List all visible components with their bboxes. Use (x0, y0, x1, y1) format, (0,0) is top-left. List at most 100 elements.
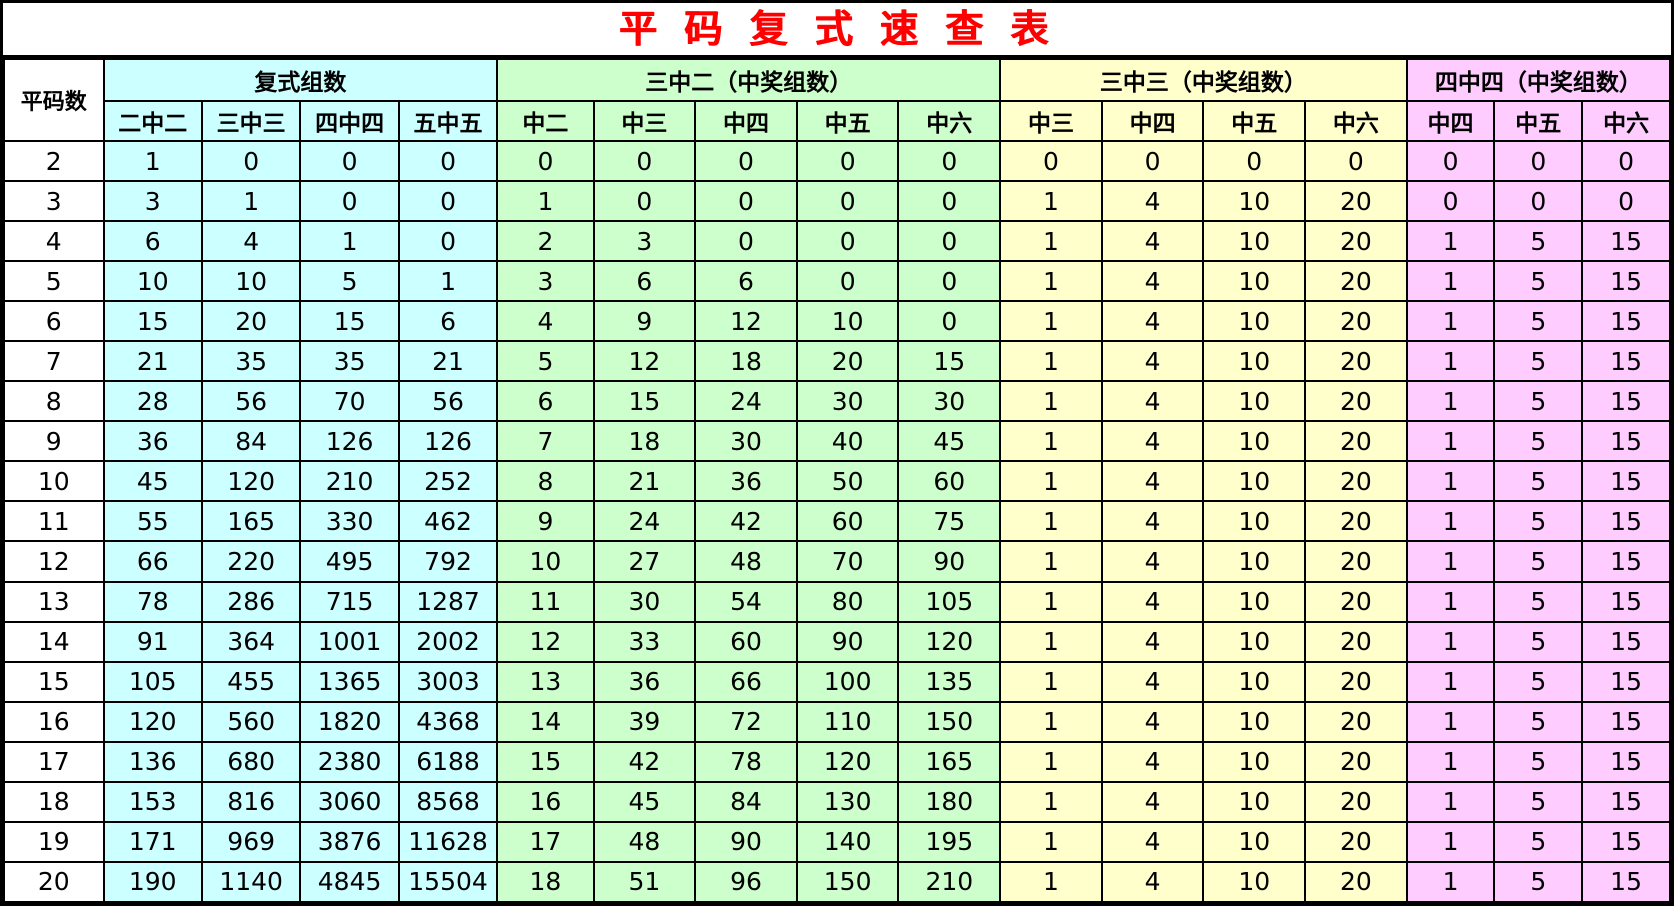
data-cell: 5 (1493, 780, 1584, 823)
data-cell: 15 (1581, 420, 1671, 463)
data-cell: 0 (1581, 139, 1671, 183)
group-fushi-header: 复式组数 (102, 58, 499, 102)
data-cell: 10 (1202, 820, 1307, 863)
data-cell: 45 (897, 420, 1002, 463)
data-cell: 5 (1493, 300, 1584, 343)
data-cell: 66 (102, 540, 203, 583)
row-label-cell: 20 (3, 860, 105, 904)
table-row: 16 120 560 1820 4368 14 39 72 110 150 1 4 10 20 1 5 15 (3, 700, 1671, 743)
data-cell: 4 (1100, 580, 1205, 623)
data-cell: 36 (694, 460, 798, 503)
data-cell: 6 (694, 260, 798, 303)
row-label-cell: 7 (3, 340, 105, 383)
data-cell: 10 (1202, 340, 1307, 383)
data-cell: 1 (999, 780, 1103, 823)
data-cell: 15 (1581, 220, 1671, 263)
data-cell: 51 (592, 860, 697, 904)
data-cell: 1 (999, 860, 1103, 904)
data-cell: 195 (897, 820, 1002, 863)
data-cell: 4 (1100, 300, 1205, 343)
data-cell: 14 (496, 700, 595, 743)
page-title: 平 码 复 式 速 查 表 (618, 7, 1056, 51)
data-cell: 1 (200, 180, 302, 223)
data-cell: 0 (1304, 139, 1408, 183)
data-cell: 0 (299, 180, 400, 223)
row-label-cell: 9 (3, 420, 105, 463)
data-cell: 20 (200, 300, 302, 343)
data-cell: 1001 (299, 620, 400, 663)
data-cell: 10 (496, 540, 595, 583)
data-cell: 0 (795, 260, 900, 303)
data-cell: 15504 (397, 860, 499, 904)
table-row: 17 136 680 2380 6188 15 42 78 120 165 1 4 10 20 1 5 15 (3, 740, 1671, 783)
data-cell: 18 (694, 340, 798, 383)
data-cell: 15 (1581, 860, 1671, 904)
data-cell: 5 (1493, 460, 1584, 503)
data-cell: 15 (299, 300, 400, 343)
data-cell: 15 (1581, 260, 1671, 303)
data-cell: 11628 (397, 820, 499, 863)
data-cell: 10 (1202, 500, 1307, 543)
data-cell: 20 (1304, 860, 1408, 904)
data-cell: 120 (102, 700, 203, 743)
data-cell: 20 (1304, 300, 1408, 343)
data-cell: 0 (897, 180, 1002, 223)
data-cell: 78 (694, 740, 798, 783)
data-cell: 1 (1405, 380, 1496, 423)
row-label-cell: 4 (3, 220, 105, 263)
data-cell: 0 (1405, 139, 1496, 183)
data-cell: 1 (999, 540, 1103, 583)
row-label-header: 平码数 (3, 58, 105, 142)
data-cell: 10 (1202, 300, 1307, 343)
data-cell: 42 (694, 500, 798, 543)
data-cell: 10 (1202, 660, 1307, 703)
data-cell: 0 (592, 180, 697, 223)
data-cell: 45 (102, 460, 203, 503)
data-cell: 1 (1405, 820, 1496, 863)
data-cell: 6 (592, 260, 697, 303)
data-cell: 0 (897, 300, 1002, 343)
data-cell: 5 (1493, 660, 1584, 703)
data-cell: 15 (496, 740, 595, 783)
row-label-cell: 11 (3, 500, 105, 543)
data-cell: 5 (1493, 820, 1584, 863)
row-label-cell: 18 (3, 780, 105, 823)
data-cell: 10 (1202, 260, 1307, 303)
data-cell: 12 (694, 300, 798, 343)
data-cell: 0 (397, 180, 499, 223)
data-cell: 5 (496, 340, 595, 383)
table-row: 5 10 10 5 1 3 6 6 0 0 1 4 10 20 1 5 15 (3, 260, 1671, 303)
data-cell: 715 (299, 580, 400, 623)
data-cell: 4 (496, 300, 595, 343)
data-cell: 1 (1405, 780, 1496, 823)
data-cell: 1 (999, 700, 1103, 743)
data-cell: 1 (1405, 660, 1496, 703)
data-cell: 1365 (299, 660, 400, 703)
data-cell: 20 (1304, 740, 1408, 783)
data-cell: 1 (999, 300, 1103, 343)
data-cell: 220 (200, 540, 302, 583)
column-header-14: 中五 (1493, 100, 1584, 142)
data-cell: 10 (1202, 220, 1307, 263)
data-cell: 126 (397, 420, 499, 463)
table-row: 20 190 1140 4845 15504 18 51 96 150 210 1 4 10 20 1 5 15 (3, 860, 1671, 904)
data-cell: 0 (694, 139, 798, 183)
data-cell: 0 (897, 260, 1002, 303)
data-cell: 1 (999, 740, 1103, 783)
table-row: 15 105 455 1365 3003 13 36 66 100 135 1 4 10 20 1 5 15 (3, 660, 1671, 703)
data-cell: 1 (999, 580, 1103, 623)
data-cell: 0 (795, 180, 900, 223)
data-cell: 1 (1405, 540, 1496, 583)
row-label-cell: 8 (3, 380, 105, 423)
data-cell: 10 (1202, 540, 1307, 583)
data-cell: 48 (694, 540, 798, 583)
data-cell: 84 (694, 780, 798, 823)
data-cell: 1 (397, 260, 499, 303)
data-cell: 20 (1304, 820, 1408, 863)
column-header-0: 二中二 (102, 100, 203, 142)
data-cell: 1 (1405, 460, 1496, 503)
data-cell: 0 (795, 220, 900, 263)
row-label-cell: 6 (3, 300, 105, 343)
data-cell: 2 (496, 220, 595, 263)
